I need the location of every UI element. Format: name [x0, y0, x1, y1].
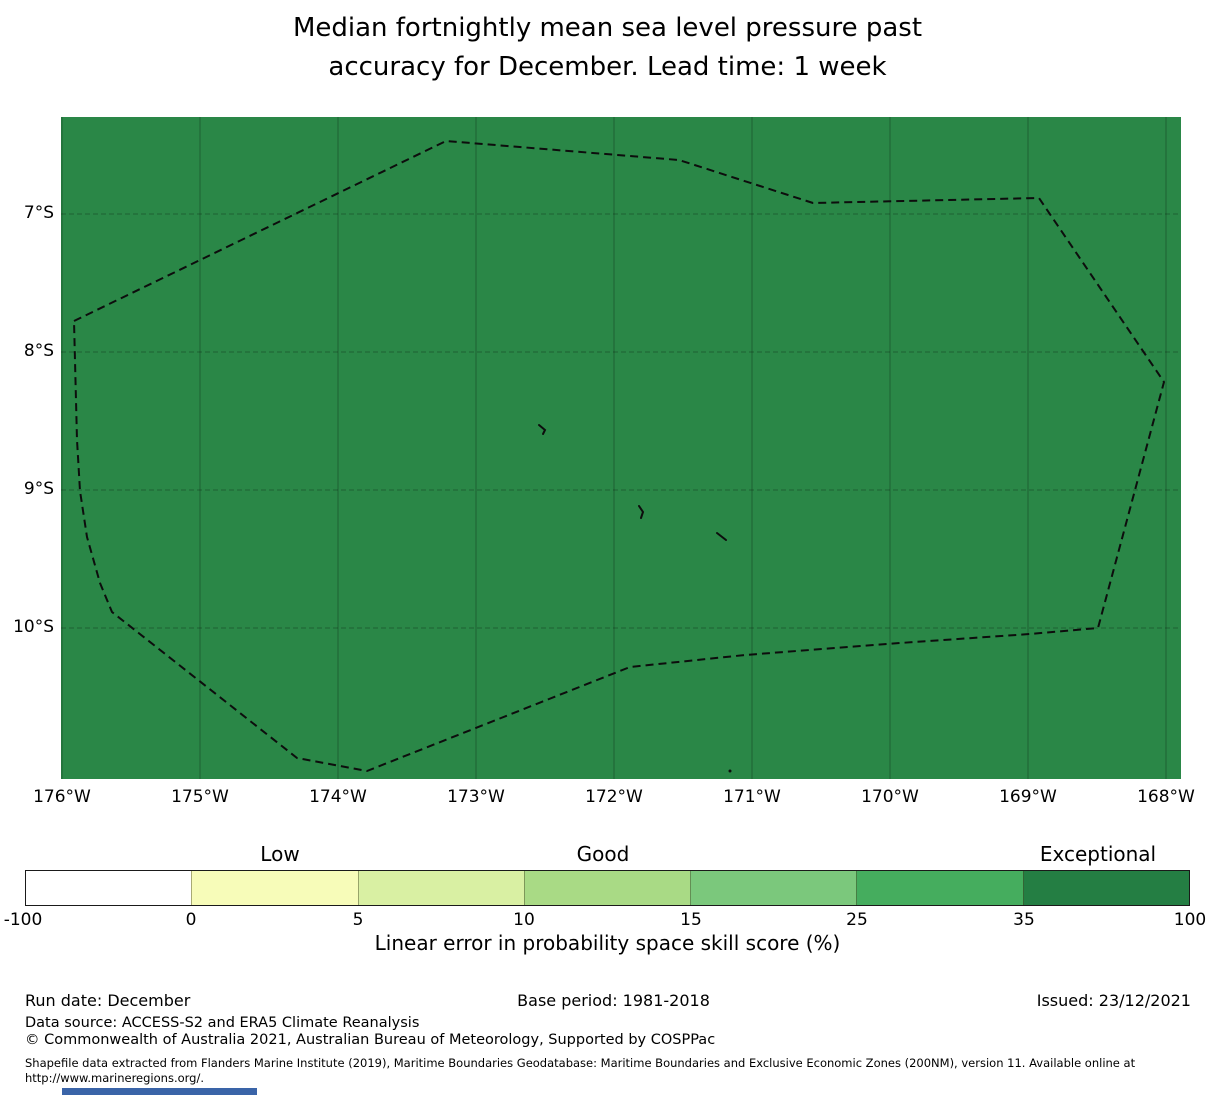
y-tick-label: 7°S — [23, 203, 54, 223]
colorbar-tick-label: 10 — [513, 910, 535, 930]
island-1-icon — [538, 424, 547, 435]
colorbar-segment — [523, 871, 691, 905]
shapefile-note-line-2: http://www.marineregions.org/. — [25, 1071, 204, 1085]
map-panel — [61, 117, 1181, 779]
shapefile-note: Shapefile data extracted from Flanders M… — [25, 1056, 1197, 1086]
x-tick-label: 171°W — [723, 787, 781, 807]
island-3-icon — [716, 532, 727, 541]
colorbar-segment — [1022, 871, 1189, 905]
colorbar-axis-label: Linear error in probability space skill … — [374, 931, 841, 955]
island-4-icon — [728, 769, 732, 773]
colorbar-tick-label: 100 — [1173, 910, 1207, 930]
eez-boundary — [73, 140, 1165, 772]
map-canvas — [61, 117, 1181, 779]
x-tick-label: 173°W — [447, 787, 505, 807]
colorbar-tick-label: 15 — [680, 910, 702, 930]
shapefile-note-line-1: Shapefile data extracted from Flanders M… — [25, 1056, 1136, 1070]
x-tick-label: 168°W — [1137, 787, 1195, 807]
colorbar — [25, 870, 1190, 906]
data-source-text: Data source: ACCESS-S2 and ERA5 Climate … — [25, 1015, 420, 1031]
colorbar-segment — [690, 871, 857, 905]
colorbar-segment — [191, 871, 358, 905]
x-tick-label: 169°W — [999, 787, 1057, 807]
island-2-icon — [638, 505, 645, 519]
title-line-1: Median fortnightly mean sea level pressu… — [292, 13, 923, 43]
run-date-text: Run date: December — [25, 991, 191, 1010]
footer-row: Run date: December Base period: 1981-201… — [25, 991, 1191, 1010]
copyright-text: © Commonwealth of Australia 2021, Austra… — [25, 1032, 716, 1048]
partial-logo-bar — [62, 1088, 257, 1095]
colorbar-category-label: Low — [260, 842, 300, 866]
colorbar-category-label: Good — [576, 842, 630, 866]
y-tick-label: 8°S — [23, 341, 54, 361]
x-tick-label: 172°W — [585, 787, 643, 807]
colorbar-segment — [856, 871, 1023, 905]
colorbar-tick-label: -100 — [3, 910, 43, 930]
colorbar-tick-label: 25 — [846, 910, 868, 930]
colorbar-segment — [357, 871, 524, 905]
colorbar-tick-label: 0 — [185, 910, 197, 930]
x-tick-label: 176°W — [33, 787, 91, 807]
x-tick-label: 175°W — [171, 787, 229, 807]
title-line-2: accuracy for December. Lead time: 1 week — [328, 52, 887, 82]
figure-title: Median fortnightly mean sea level pressu… — [0, 9, 1215, 87]
colorbar-tick-label: 5 — [352, 910, 364, 930]
x-tick-label: 174°W — [309, 787, 367, 807]
colorbar-segment — [26, 871, 192, 905]
y-tick-label: 9°S — [23, 479, 54, 499]
y-tick-label: 10°S — [13, 617, 54, 637]
colorbar-tick-label: 35 — [1013, 910, 1035, 930]
x-tick-label: 170°W — [861, 787, 919, 807]
base-period-text: Base period: 1981-2018 — [517, 991, 710, 1010]
issued-date-text: Issued: 23/12/2021 — [1036, 991, 1191, 1010]
colorbar-category-label: Exceptional — [1039, 842, 1157, 866]
